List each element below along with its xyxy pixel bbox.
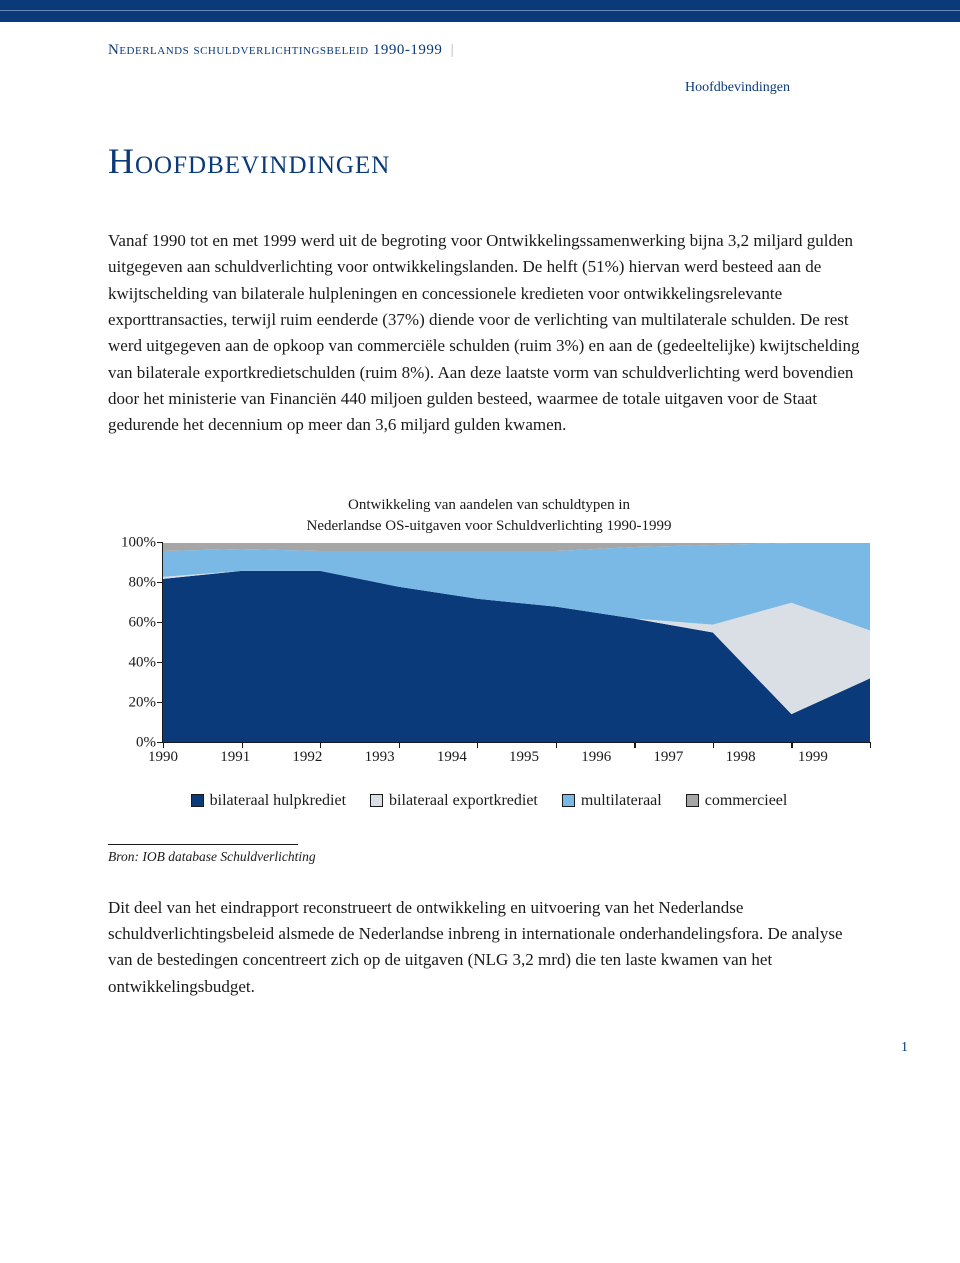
section-label: Hoofdbevindingen xyxy=(685,80,790,96)
x-tick xyxy=(556,742,557,748)
page-number: 1 xyxy=(0,1040,908,1076)
chart-legend: bilateraal hulpkrediet bilateraal exportk… xyxy=(108,792,870,810)
x-tick-label: 1992 xyxy=(292,749,364,766)
divider-icon: | xyxy=(446,42,454,58)
chart-row: 0%20%40%60%80%100% xyxy=(108,543,870,743)
legend-item-multilateraal: multilateraal xyxy=(562,792,662,810)
y-tick-label: 20% xyxy=(129,694,157,711)
y-tick xyxy=(157,622,163,623)
chart-title-line2: Nederlandse OS-uitgaven voor Schuldverli… xyxy=(307,518,672,534)
chart-source: Bron: IOB database Schuldverlichting xyxy=(108,849,870,865)
x-tick xyxy=(870,742,871,748)
chart-svg xyxy=(163,543,870,742)
chart-plot xyxy=(162,543,870,743)
y-tick xyxy=(157,702,163,703)
y-tick xyxy=(157,662,163,663)
y-axis-labels: 0%20%40%60%80%100% xyxy=(108,543,162,743)
x-axis-labels: 1990199119921993199419951996199719981999 xyxy=(162,749,870,766)
header-wrap: Nederlands schuldverlichtingsbeleid 1990… xyxy=(0,22,960,112)
page-title: Hoofdbevindingen xyxy=(108,140,870,182)
legend-swatch xyxy=(370,794,383,807)
y-tick xyxy=(157,542,163,543)
legend-label: commercieel xyxy=(705,792,788,810)
legend-label: bilateraal hulpkrediet xyxy=(210,792,346,810)
x-tick-label: 1994 xyxy=(437,749,509,766)
x-tick-label: 1999 xyxy=(798,749,870,766)
x-tick-label: 1997 xyxy=(653,749,725,766)
paragraph-1: Vanaf 1990 tot en met 1999 werd uit de b… xyxy=(108,228,870,439)
running-title-text: Nederlands schuldverlichtingsbeleid 1990… xyxy=(108,42,442,58)
running-title: Nederlands schuldverlichtingsbeleid 1990… xyxy=(108,42,454,59)
y-tick-label: 0% xyxy=(136,734,156,751)
y-tick-label: 80% xyxy=(129,574,157,591)
legend-item-bilateraal_hulpkrediet: bilateraal hulpkrediet xyxy=(191,792,346,810)
x-tick-label: 1990 xyxy=(148,749,220,766)
x-tick xyxy=(634,742,635,748)
legend-label: bilateraal exportkrediet xyxy=(389,792,538,810)
legend-swatch xyxy=(191,794,204,807)
legend-swatch xyxy=(686,794,699,807)
x-tick xyxy=(791,742,792,748)
x-tick xyxy=(477,742,478,748)
header-rule xyxy=(0,0,960,11)
header-bar xyxy=(0,0,960,22)
legend-item-bilateraal_exportkrediet: bilateraal exportkrediet xyxy=(370,792,538,810)
x-tick xyxy=(713,742,714,748)
x-tick xyxy=(163,742,164,748)
y-tick xyxy=(157,582,163,583)
chart-title-line1: Ontwikkeling van aandelen van schuldtype… xyxy=(348,497,630,513)
legend-label: multilateraal xyxy=(581,792,662,810)
x-tick xyxy=(242,742,243,748)
x-tick-label: 1998 xyxy=(726,749,798,766)
legend-swatch xyxy=(562,794,575,807)
content: Hoofdbevindingen Vanaf 1990 tot en met 1… xyxy=(108,112,870,1000)
x-tick-label: 1991 xyxy=(220,749,292,766)
x-tick-label: 1993 xyxy=(365,749,437,766)
x-tick-label: 1995 xyxy=(509,749,581,766)
y-tick-label: 60% xyxy=(129,614,157,631)
y-tick-label: 100% xyxy=(121,534,156,551)
y-tick-label: 40% xyxy=(129,654,157,671)
x-tick-label: 1996 xyxy=(581,749,653,766)
source-rule xyxy=(108,844,298,845)
x-tick xyxy=(320,742,321,748)
chart-title: Ontwikkeling van aandelen van schuldtype… xyxy=(108,495,870,537)
x-tick xyxy=(399,742,400,748)
chart-block: Ontwikkeling van aandelen van schuldtype… xyxy=(108,495,870,810)
legend-item-commercieel: commercieel xyxy=(686,792,788,810)
paragraph-2: Dit deel van het eindrapport reconstruee… xyxy=(108,895,870,1000)
